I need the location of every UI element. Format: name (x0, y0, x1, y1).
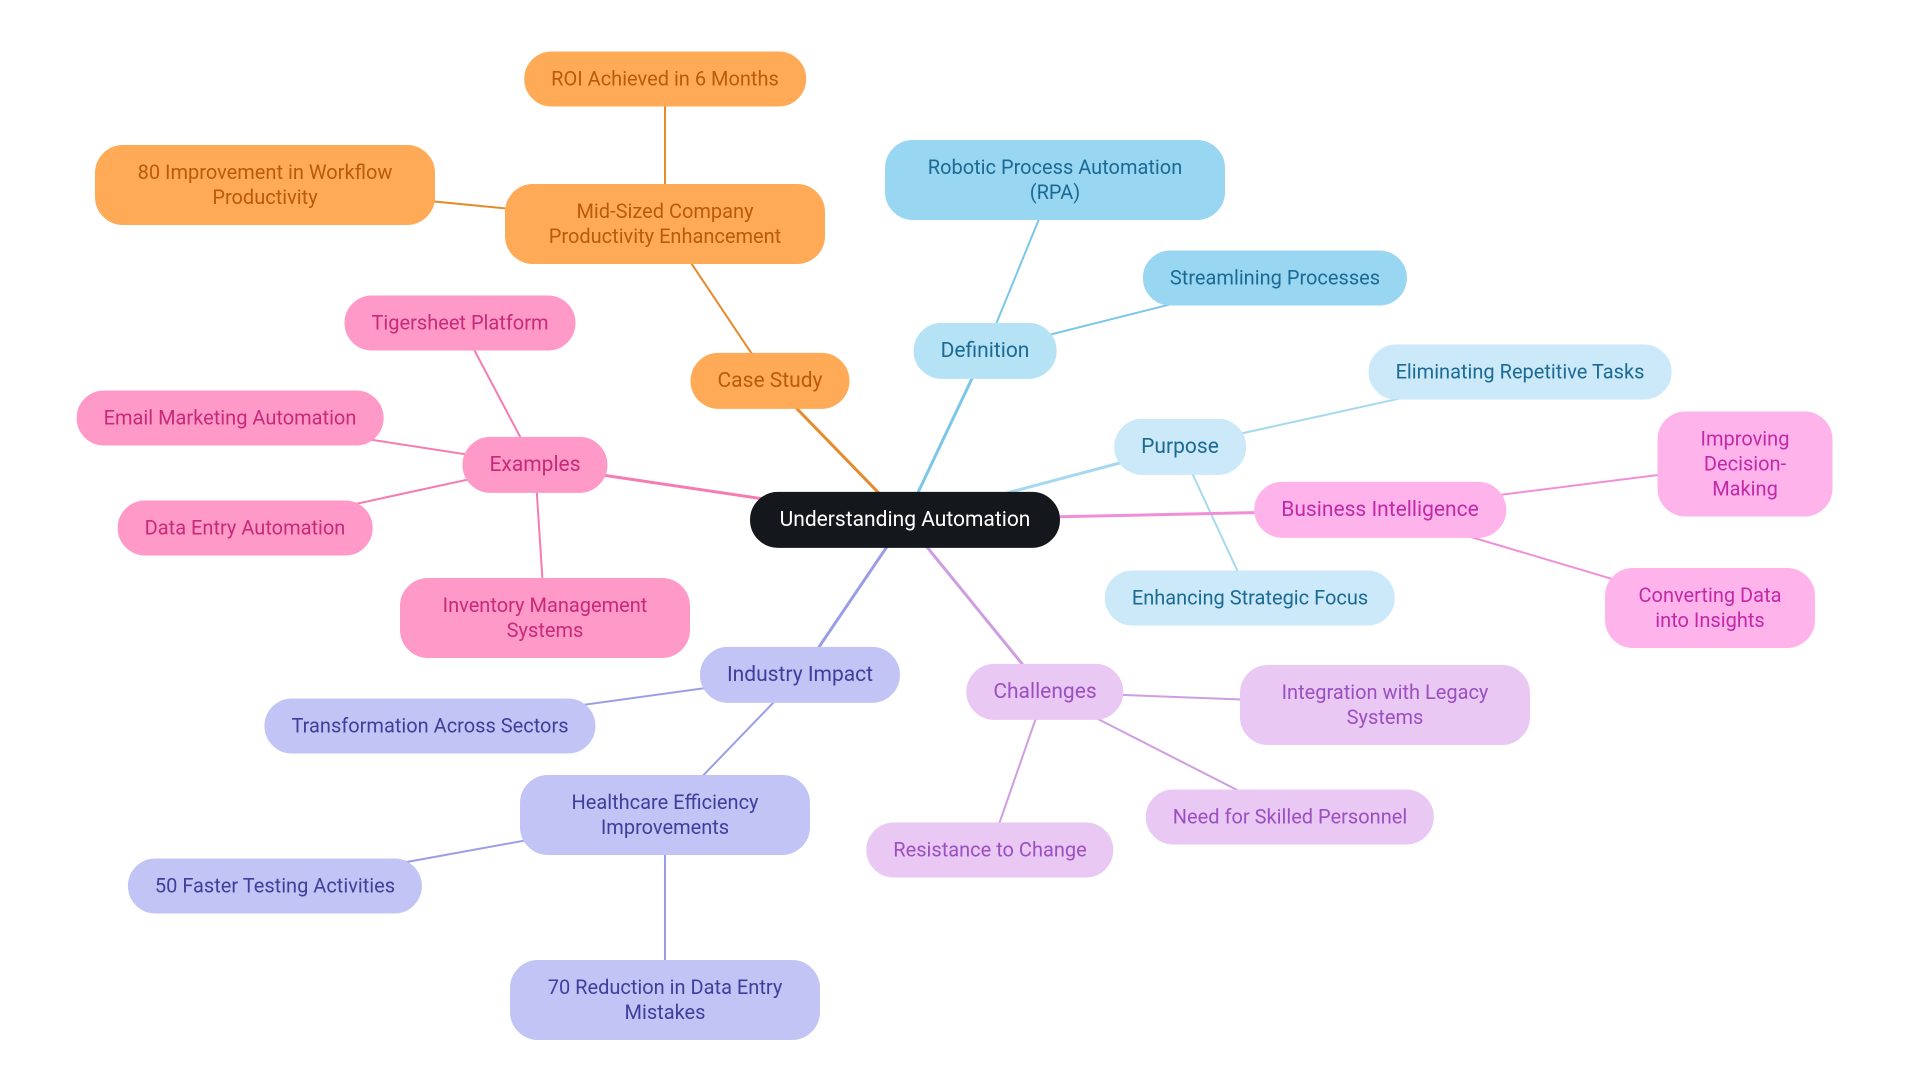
mindmap-node: Converting Data into Insights (1605, 568, 1815, 648)
mindmap-node: Email Marketing Automation (77, 391, 384, 446)
mindmap-node: Purpose (1114, 419, 1246, 475)
mindmap-node: Need for Skilled Personnel (1146, 790, 1434, 845)
mindmap-node: Inventory Management Systems (400, 578, 690, 658)
mindmap-node: 50 Faster Testing Activities (128, 859, 422, 914)
mindmap-node: Tigersheet Platform (344, 296, 575, 351)
mindmap-root-node: Understanding Automation (750, 492, 1060, 548)
mindmap-node: Industry Impact (700, 647, 900, 703)
mindmap-node: Integration with Legacy Systems (1240, 665, 1530, 745)
mindmap-node: Mid-Sized Company Productivity Enhanceme… (505, 184, 825, 264)
mindmap-node: Challenges (966, 664, 1123, 720)
mindmap-node: Streamlining Processes (1143, 251, 1407, 306)
mindmap-node: Robotic Process Automation (RPA) (885, 140, 1225, 220)
mindmap-canvas: Understanding Automation Definition Roboti… (0, 0, 1920, 1083)
mindmap-node: 80 Improvement in Workflow Productivity (95, 145, 435, 225)
mindmap-node: Transformation Across Sectors (264, 699, 595, 754)
mindmap-node: Case Study (691, 353, 850, 409)
mindmap-node: Examples (462, 437, 607, 493)
mindmap-node: Business Intelligence (1254, 482, 1506, 538)
mindmap-node: Healthcare Efficiency Improvements (520, 775, 810, 855)
mindmap-node: Enhancing Strategic Focus (1105, 571, 1395, 626)
mindmap-node: Data Entry Automation (118, 501, 373, 556)
mindmap-node: Improving Decision-Making (1658, 412, 1833, 517)
mindmap-node: Definition (914, 323, 1057, 379)
mindmap-node: Resistance to Change (866, 823, 1113, 878)
mindmap-node: ROI Achieved in 6 Months (524, 52, 806, 107)
mindmap-node: Eliminating Repetitive Tasks (1369, 345, 1672, 400)
mindmap-node: 70 Reduction in Data Entry Mistakes (510, 960, 820, 1040)
